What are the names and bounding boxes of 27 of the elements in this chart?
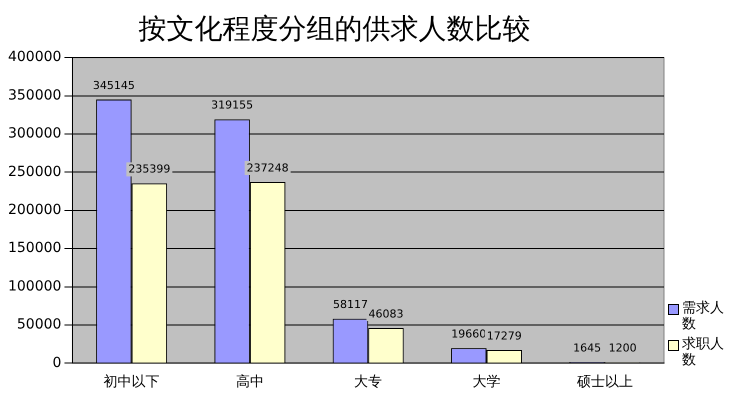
- data-label: 237248: [246, 161, 289, 174]
- legend-label: 需求人数: [682, 300, 725, 332]
- x-tick-label: 高中: [236, 374, 264, 390]
- y-tick-label: 150000: [8, 240, 62, 256]
- y-tick-label: 400000: [8, 49, 62, 66]
- chart-title: 按文化程度分组的供求人数比较: [138, 12, 530, 46]
- data-label: 58117: [332, 298, 368, 312]
- x-tick-label: 初中以下: [104, 374, 160, 390]
- data-label: 1645: [573, 341, 602, 354]
- data-label: 319155: [211, 98, 254, 112]
- y-tick-label: 200000: [8, 202, 62, 218]
- x-tick-label: 硕士以上: [576, 374, 633, 390]
- data-label: 17279: [486, 329, 522, 342]
- data-label: 19660: [451, 328, 486, 341]
- data-label: 46083: [368, 307, 404, 320]
- x-tick-label: 大学: [472, 374, 501, 390]
- y-tick-label: 250000: [8, 164, 62, 180]
- data-label: 1200: [608, 342, 637, 355]
- x-tick-label: 大专: [354, 374, 382, 390]
- data-label: 345145: [92, 78, 135, 92]
- data-label: 235399: [128, 162, 170, 176]
- y-tick-label: 50000: [16, 316, 62, 333]
- y-tick-label: 350000: [8, 87, 62, 104]
- legend-label: 求职人数: [682, 336, 725, 368]
- y-tick-label: 100000: [8, 278, 62, 294]
- y-tick-label: 0: [52, 354, 62, 371]
- y-tick-label: 300000: [8, 126, 62, 142]
